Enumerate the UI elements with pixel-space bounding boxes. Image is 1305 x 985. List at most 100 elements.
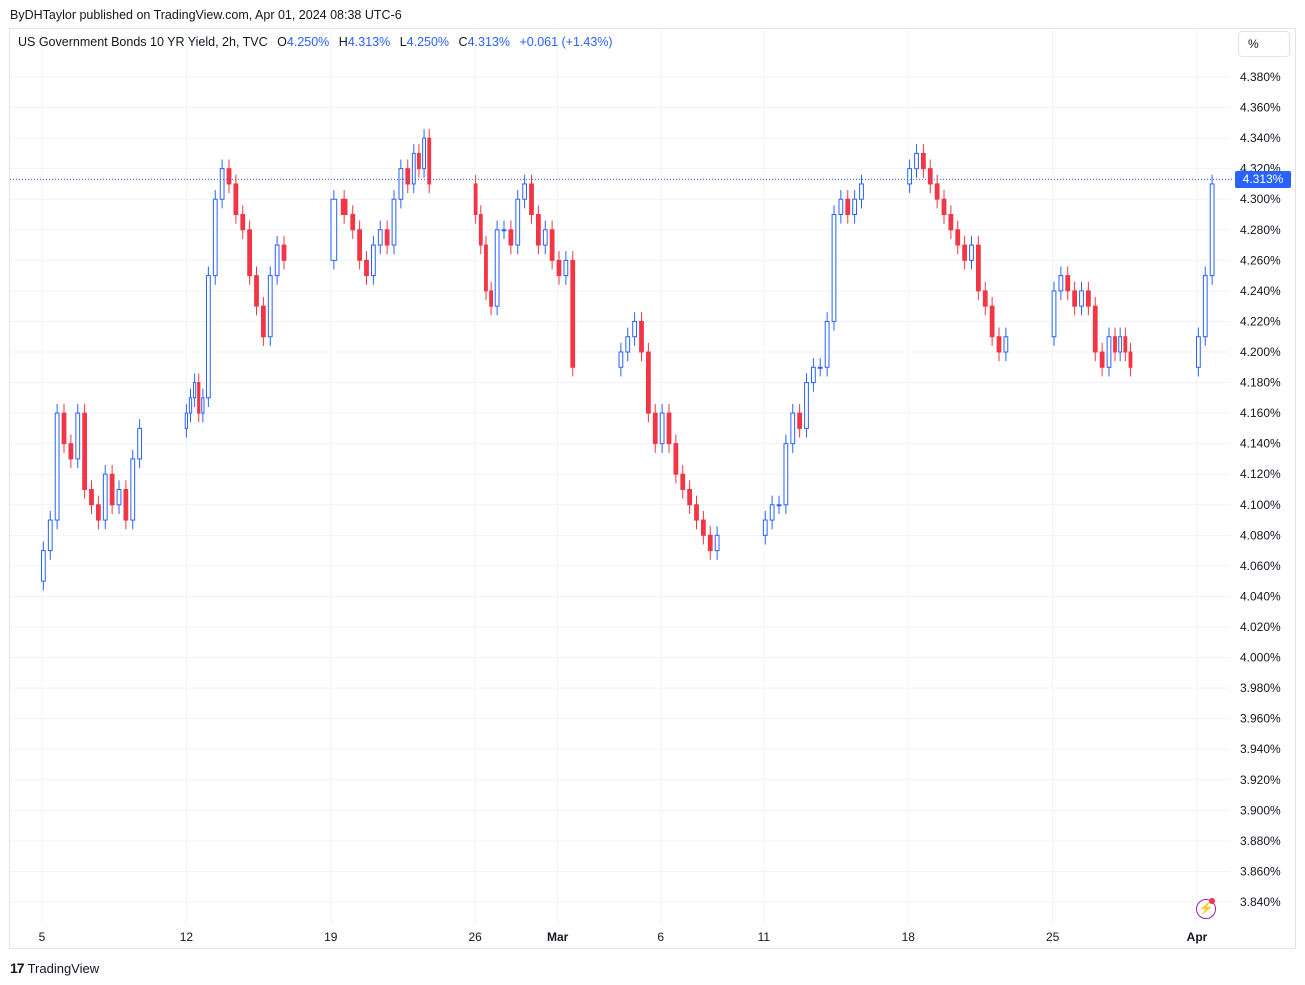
candle-body xyxy=(1079,290,1084,307)
candle xyxy=(233,174,239,224)
candle-body xyxy=(340,198,348,216)
unit-button[interactable]: % xyxy=(1238,31,1290,57)
candle xyxy=(927,159,933,194)
candle-body xyxy=(40,550,46,582)
candle-body xyxy=(948,214,954,231)
candle xyxy=(776,495,782,514)
candle xyxy=(398,159,404,209)
candle xyxy=(364,251,369,285)
candle-body xyxy=(989,305,995,338)
candle xyxy=(1202,266,1208,346)
candle xyxy=(639,312,644,362)
brand-name: TradingView xyxy=(27,960,100,976)
candle xyxy=(219,159,225,209)
y-tick-label: 4.180% xyxy=(1240,376,1281,390)
candle xyxy=(405,159,411,194)
x-tick-label: 25 xyxy=(1046,930,1060,944)
candle xyxy=(384,220,390,255)
y-tick-label: 4.080% xyxy=(1240,528,1281,542)
candle-body xyxy=(515,198,521,246)
candle-body xyxy=(570,259,576,368)
candle-body xyxy=(184,412,189,429)
candle-body xyxy=(1003,336,1009,353)
close-value: 4.313% xyxy=(467,35,510,49)
candle xyxy=(123,480,129,530)
candle xyxy=(810,358,816,392)
candle-body xyxy=(357,229,363,261)
candle-body xyxy=(1128,351,1133,368)
candle xyxy=(769,495,775,530)
candle xyxy=(996,327,1002,362)
candle-body xyxy=(205,275,211,399)
candle-body xyxy=(1195,336,1201,368)
candle-body xyxy=(68,443,74,460)
candle xyxy=(666,403,672,453)
candle-body xyxy=(508,229,514,246)
candle-body xyxy=(824,320,830,368)
candle xyxy=(330,190,338,270)
candle-body xyxy=(769,504,775,521)
candle xyxy=(962,235,968,270)
last-price-label: 4.313% xyxy=(1235,171,1291,188)
x-tick-label: 11 xyxy=(758,930,771,944)
candle-body xyxy=(969,244,974,261)
candle-body xyxy=(427,137,432,185)
candle xyxy=(377,220,383,255)
y-tick-label: 3.960% xyxy=(1240,712,1281,726)
candle-body xyxy=(700,519,706,536)
candle-body xyxy=(1092,305,1098,353)
candle xyxy=(478,205,483,255)
candle xyxy=(694,495,699,530)
candle xyxy=(797,403,803,438)
candle xyxy=(563,251,569,285)
y-tick-label: 3.920% xyxy=(1240,773,1281,787)
candle xyxy=(130,449,136,530)
x-tick-label: 19 xyxy=(324,930,338,944)
candle-body xyxy=(102,473,108,521)
candle xyxy=(1058,266,1064,301)
change-value: +0.061 (+1.43%) xyxy=(519,35,613,49)
candle-body xyxy=(82,412,88,490)
candle xyxy=(226,159,232,194)
candle xyxy=(254,266,259,316)
candle-body xyxy=(529,183,534,215)
candle xyxy=(247,220,253,285)
candle xyxy=(102,465,108,530)
candle-body xyxy=(659,412,665,445)
y-tick-label: 4.380% xyxy=(1240,70,1281,84)
y-tick-label: 3.880% xyxy=(1240,834,1281,848)
y-tick-label: 3.900% xyxy=(1240,803,1281,817)
candle-body xyxy=(281,244,287,261)
candle xyxy=(205,266,211,407)
candle-body xyxy=(955,229,961,246)
candle-body xyxy=(804,382,809,429)
candle-body xyxy=(790,412,796,445)
candle-body xyxy=(370,244,376,277)
candle xyxy=(47,510,53,560)
lightning-icon[interactable]: ⚡ xyxy=(1196,899,1216,919)
candle xyxy=(515,190,521,255)
candle-body xyxy=(934,183,940,200)
candle xyxy=(188,388,193,423)
candle xyxy=(427,128,432,194)
candle-body xyxy=(563,259,569,277)
candle-body xyxy=(1123,336,1128,353)
candle-body xyxy=(364,259,369,277)
candle-body xyxy=(95,504,101,521)
candle-body xyxy=(783,443,789,506)
candle-body xyxy=(859,183,864,200)
candle xyxy=(1195,327,1201,377)
candle xyxy=(116,480,122,514)
y-tick-label: 3.940% xyxy=(1240,742,1281,756)
candle xyxy=(508,220,514,255)
candle xyxy=(549,220,555,270)
y-axis: 4.380%4.360%4.340%4.320%4.300%4.280%4.26… xyxy=(1240,70,1281,909)
candle xyxy=(89,480,94,514)
candle-body xyxy=(927,168,933,185)
candle xyxy=(989,297,995,346)
candle-body xyxy=(920,152,926,170)
candle xyxy=(260,297,266,346)
candle xyxy=(137,419,143,469)
candle xyxy=(350,205,356,239)
